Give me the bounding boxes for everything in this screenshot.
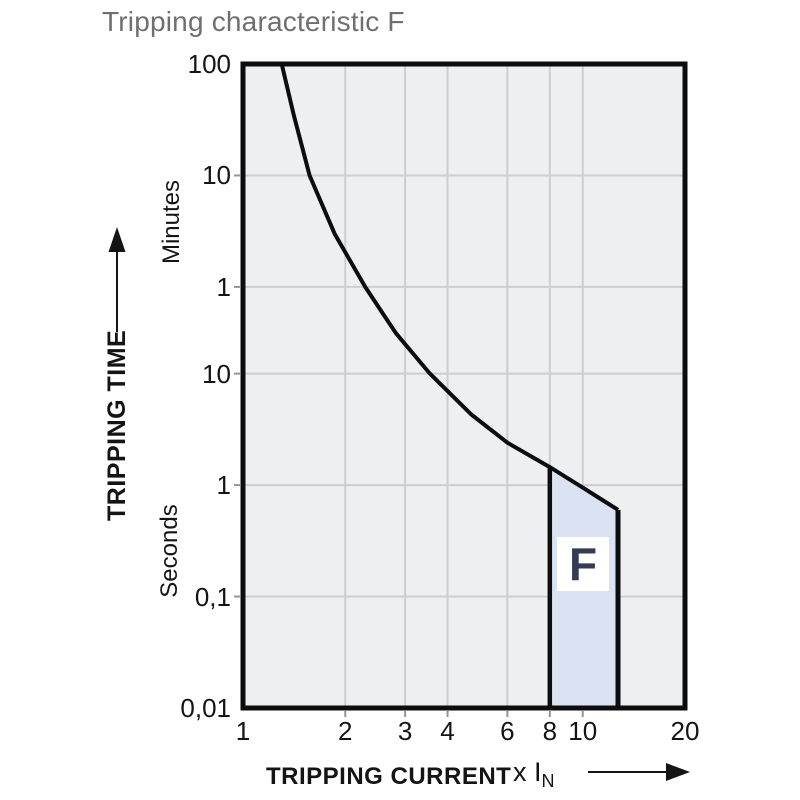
band-label: F xyxy=(557,537,609,591)
tick-marks xyxy=(234,174,584,717)
x-tick-label: 2 xyxy=(338,716,353,746)
plot-border xyxy=(240,61,688,711)
y-tick-label: 10 xyxy=(202,358,231,389)
x-tick-label: 6 xyxy=(500,716,515,746)
y-tick-label: 10 xyxy=(202,160,231,191)
x-tick-label: 8 xyxy=(542,716,558,746)
x-axis-unit-subscript: N xyxy=(541,771,555,791)
y-tick-label: 1 xyxy=(216,271,231,302)
y-tick-label: 0,01 xyxy=(180,693,231,723)
gridlines xyxy=(243,64,685,708)
current-axis-arrow-icon xyxy=(588,763,690,781)
y-unit-minutes: Minutes xyxy=(158,179,185,265)
y-tick-label: 0,1 xyxy=(194,581,231,612)
time-axis-arrow-icon xyxy=(108,227,126,332)
x-axis-unit-prefix: x I xyxy=(513,757,542,787)
y-tick-label: 100 xyxy=(187,49,231,79)
y-tick-label: 1 xyxy=(216,470,231,501)
x-tick-label: 3 xyxy=(397,716,413,746)
tripping-curve-line xyxy=(279,63,620,512)
y-axis-title: TRIPPING TIME xyxy=(103,329,131,521)
x-tick-label: 10 xyxy=(568,716,598,746)
x-axis-title: TRIPPING CURRENT xyxy=(266,763,512,790)
x-axis-unit: x IN xyxy=(513,757,555,792)
x-tick-label: 4 xyxy=(440,716,455,746)
page-title: Tripping characteristic F xyxy=(102,6,405,37)
x-tick-label: 1 xyxy=(235,716,251,746)
x-tick-label: 20 xyxy=(670,716,700,746)
